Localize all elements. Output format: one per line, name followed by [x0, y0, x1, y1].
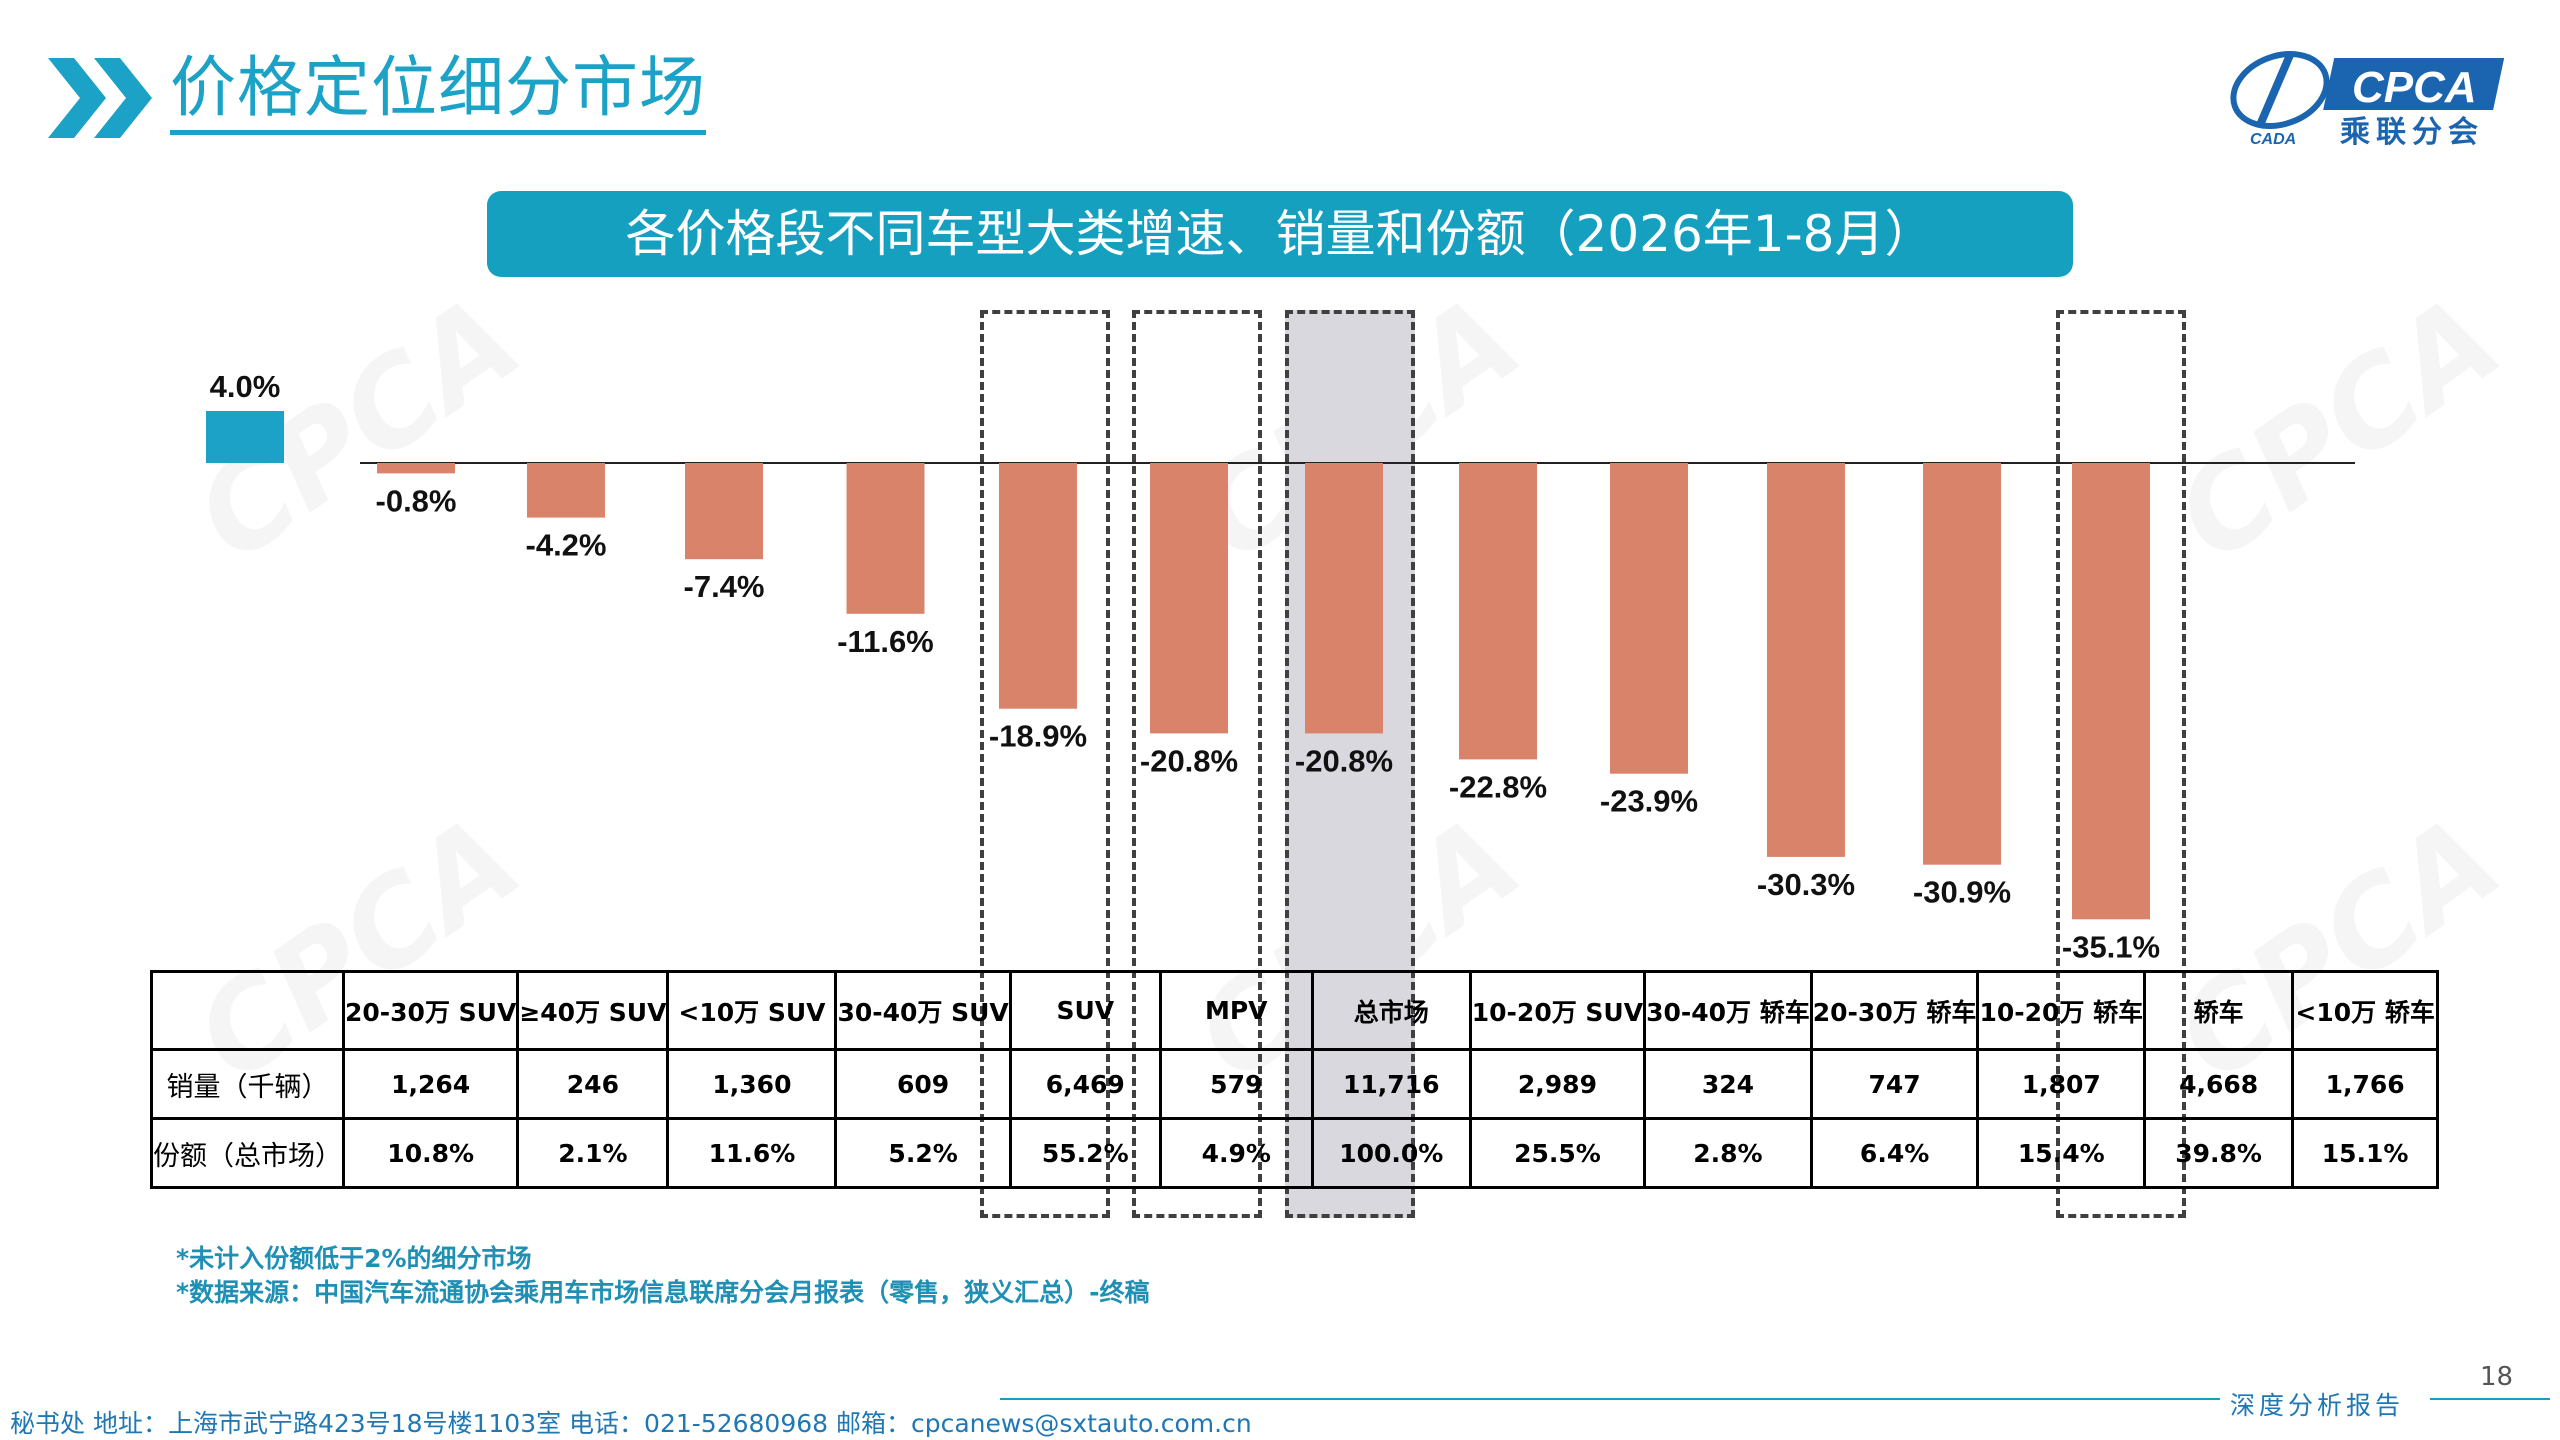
table-cell: 609 [834, 1048, 1012, 1120]
bar [1305, 463, 1383, 734]
chevron-icon [48, 58, 152, 138]
table-cell: 2,989 [1468, 1048, 1647, 1120]
footer-divider [1000, 1398, 2220, 1400]
bar [999, 463, 1077, 709]
bar [2072, 463, 2150, 920]
table-cell: 15.1% [2291, 1117, 2440, 1189]
row-header: 销量（千辆） [150, 1048, 345, 1120]
table-cell: 15.4% [1976, 1117, 2147, 1189]
table-cell: 11.6% [666, 1117, 838, 1189]
table-row: 份额（总市场） 10.8% 2.1% 11.6% 5.2% 55.2% 4.9% 100.0%… [150, 1117, 2440, 1189]
footnote: *未计入份额低于2%的细分市场 [176, 1244, 532, 1273]
bar [1610, 463, 1688, 774]
data-label: -35.1% [2062, 929, 2160, 964]
table-cell: 6.4% [1809, 1117, 1980, 1189]
data-label: -18.9% [989, 719, 1087, 754]
bar [1923, 463, 2001, 865]
column-header: 30-40万 轿车 [1643, 970, 1813, 1051]
footer-contact: 秘书处 地址：上海市武宁路423号18号楼1103室 电话：021-526809… [10, 1409, 1252, 1438]
data-label: -7.4% [684, 569, 765, 604]
table-cell: 246 [516, 1048, 670, 1120]
table-cell: 25.5% [1468, 1117, 1647, 1189]
logo-text: CPCA [2352, 63, 2477, 112]
cpca-logo: CPCA 乘联分会 CADA [2230, 51, 2505, 150]
table-cell: 39.8% [2143, 1117, 2295, 1189]
footnotes: *未计入份额低于2%的细分市场 *数据来源：中国汽车流通协会乘用车市场信息联席分… [176, 1242, 1149, 1310]
table-cell: 747 [1809, 1048, 1980, 1120]
table-cell: 4.9% [1158, 1117, 1314, 1189]
footer-divider [2430, 1398, 2550, 1400]
data-label: -22.8% [1449, 769, 1547, 804]
page-title: 价格定位细分市场 [170, 48, 706, 135]
table-cell: 1,766 [2291, 1048, 2440, 1120]
table-cell: 2.1% [516, 1117, 670, 1189]
table-cell: 579 [1158, 1048, 1314, 1120]
table-cell: 4,668 [2143, 1048, 2295, 1120]
column-header: 20-30万 SUV [341, 970, 520, 1051]
column-header: 总市场 [1310, 970, 1472, 1051]
chart-banner: 各价格段不同车型大类增速、销量和份额（2026年1-8月） [487, 191, 2073, 277]
data-label: -4.2% [526, 528, 607, 563]
table-row: 销量（千辆） 1,264 246 1,360 609 6,469 579 11,716 2,98… [150, 1048, 2440, 1120]
bar [685, 463, 763, 560]
bar [1767, 463, 1845, 857]
column-header: MPV [1158, 970, 1314, 1051]
data-label: -30.9% [1913, 875, 2011, 910]
data-label: -20.8% [1140, 743, 1238, 778]
row-header: 份额（总市场） [150, 1117, 345, 1189]
growth-bar-chart: 4.0% -0.8% -4.2% -7.4% -11.6% -18.9% -20.8% -20… [206, 369, 2355, 964]
column-header: <10万 SUV [666, 970, 838, 1051]
bar [846, 463, 925, 614]
highlight-box-sedan [2056, 310, 2186, 1218]
data-label: -0.8% [376, 483, 457, 518]
table-cell: 2.8% [1643, 1117, 1813, 1189]
column-header: 10-20万 SUV [1468, 970, 1647, 1051]
column-header: 20-30万 轿车 [1809, 970, 1980, 1051]
table-corner-cell [150, 970, 345, 1051]
logo-small-text: CADA [2250, 131, 2296, 148]
page-number: 18 [2480, 1362, 2514, 1392]
sales-share-table: 20-30万 SUV ≥40万 SUV <10万 SUV 30-40万 SUV SUV M… [150, 970, 2440, 1189]
bar [377, 463, 455, 474]
table-cell: 55.2% [1008, 1117, 1162, 1189]
column-header: 30-40万 SUV [834, 970, 1012, 1051]
report-tag: 深度分析报告 [2230, 1391, 2405, 1420]
table-cell: 10.8% [341, 1117, 520, 1189]
data-label: -23.9% [1600, 784, 1698, 819]
bar [1150, 463, 1228, 734]
table-cell: 324 [1643, 1048, 1813, 1120]
table-cell: 11,716 [1310, 1048, 1472, 1120]
table-cell: 6,469 [1008, 1048, 1162, 1120]
footnote: *数据来源：中国汽车流通协会乘用车市场信息联席分会月报表（零售，狭义汇总）-终稿 [176, 1278, 1150, 1307]
highlight-box-mpv [1132, 310, 1262, 1218]
column-header: SUV [1008, 970, 1162, 1051]
bar [206, 411, 284, 463]
table-cell: 1,360 [666, 1048, 838, 1120]
bar [527, 463, 605, 518]
table-header-row: 20-30万 SUV ≥40万 SUV <10万 SUV 30-40万 SUV SUV M… [150, 970, 2440, 1051]
column-header: 轿车 [2143, 970, 2295, 1051]
column-header: <10万 轿车 [2291, 970, 2440, 1051]
table-cell: 100.0% [1310, 1117, 1472, 1189]
table-cell: 1,264 [341, 1048, 520, 1120]
data-label: -20.8% [1295, 743, 1393, 778]
data-label: 4.0% [210, 369, 281, 404]
highlight-box-suv [980, 310, 1110, 1218]
logo-subtitle: 乘联分会 [2340, 115, 2484, 150]
data-label: -11.6% [837, 624, 934, 659]
table-cell: 5.2% [834, 1117, 1012, 1189]
column-header: 10-20万 轿车 [1976, 970, 2147, 1051]
column-header: ≥40万 SUV [516, 970, 670, 1051]
bar [1459, 463, 1537, 760]
data-label: -30.3% [1757, 867, 1855, 902]
table-cell: 1,807 [1976, 1048, 2147, 1120]
